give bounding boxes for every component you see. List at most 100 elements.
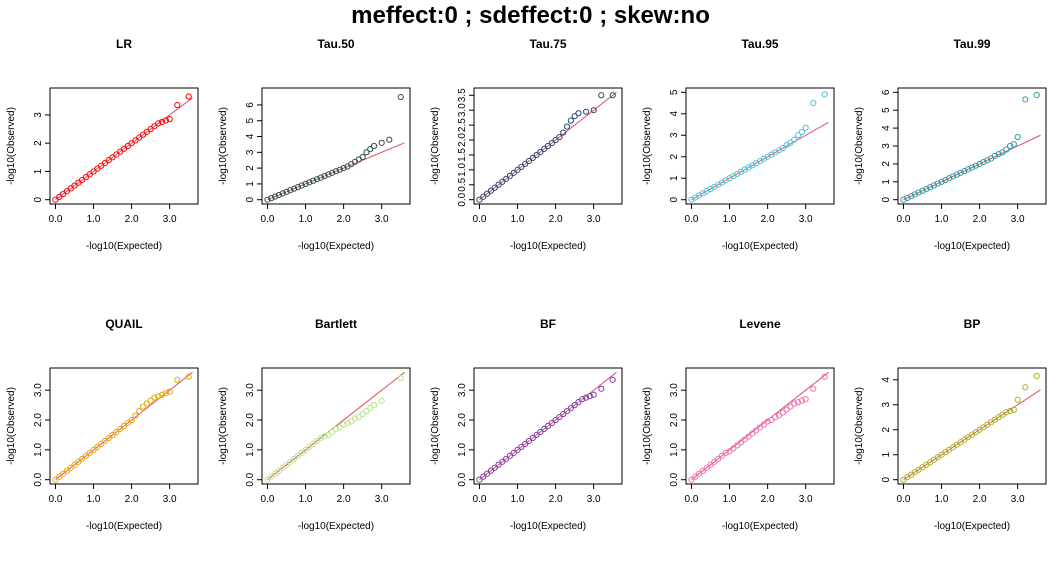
data-point xyxy=(155,393,162,400)
data-point xyxy=(753,427,760,434)
y-tick-label: 3.0 xyxy=(457,103,468,117)
data-point xyxy=(325,431,332,439)
data-point xyxy=(984,157,991,164)
data-point xyxy=(162,117,169,124)
data-point xyxy=(275,191,283,199)
data-point xyxy=(787,403,794,410)
plot-frame xyxy=(261,87,411,205)
data-point xyxy=(695,470,703,477)
plot-frame xyxy=(261,367,411,485)
data-point xyxy=(367,404,374,412)
qq-panel-9: Levene 0.0 1.0 2.0 3.0 0.0 1.0 2.0 3.0 -log10(Exp… xyxy=(642,317,835,532)
data-point xyxy=(86,449,93,456)
y-tick-label: 1.5 xyxy=(457,148,468,162)
panel-title: Levene xyxy=(739,317,781,331)
y-tick-label: 5 xyxy=(245,118,256,124)
x-axis-label: -log10(Expected) xyxy=(934,521,1010,532)
data-point xyxy=(1022,384,1029,391)
data-point xyxy=(734,442,741,449)
y-tick-label: 2 xyxy=(33,140,44,146)
data-point xyxy=(575,399,582,406)
data-point xyxy=(772,413,779,421)
y-tick-label: 5 xyxy=(669,89,680,95)
data-point xyxy=(541,425,548,433)
data-point xyxy=(915,189,922,196)
data-point xyxy=(510,449,517,456)
y-tick-label: 3.0 xyxy=(33,383,44,397)
y-tick-label: 0.0 xyxy=(33,472,44,486)
x-tick-label: 3.0 xyxy=(587,214,601,225)
data-point xyxy=(722,449,729,456)
x-tick-label: 2.0 xyxy=(973,494,987,505)
data-point xyxy=(147,397,154,404)
data-point xyxy=(711,458,718,465)
data-point xyxy=(166,116,173,123)
data-point xyxy=(726,448,733,455)
data-point xyxy=(298,182,305,189)
data-point xyxy=(143,400,150,407)
x-tick-label: 2.0 xyxy=(761,494,775,505)
data-point xyxy=(737,439,745,446)
data-point xyxy=(590,391,597,398)
data-point xyxy=(567,404,574,412)
data-point xyxy=(185,373,192,380)
data-point xyxy=(552,416,559,424)
data-point xyxy=(548,139,555,147)
data-point xyxy=(791,400,798,407)
data-point xyxy=(480,473,487,480)
data-point xyxy=(491,464,498,471)
data-point xyxy=(79,455,86,462)
data-point xyxy=(359,153,366,161)
y-tick-label: 3 xyxy=(33,112,44,118)
x-tick-label: 3.0 xyxy=(1011,214,1025,225)
data-point xyxy=(1003,409,1010,416)
qq-panel-7: Bartlett 0.0 1.0 2.0 3.0 0.0 1.0 2.0 3.0 -log10(E… xyxy=(218,317,411,532)
y-axis-label: -log10(Observed) xyxy=(6,107,17,185)
y-tick-label: 0 xyxy=(669,196,680,202)
data-point xyxy=(802,396,809,403)
data-point xyxy=(113,428,120,436)
data-point xyxy=(544,142,552,150)
data-point xyxy=(791,136,798,143)
x-tick-label: 1.0 xyxy=(723,214,737,225)
data-point xyxy=(503,455,510,462)
x-tick-label: 0.0 xyxy=(261,494,275,505)
y-tick-label: 3.0 xyxy=(245,383,256,397)
data-point xyxy=(965,166,972,173)
qq-panel-6: QUAIL 0.0 1.0 2.0 3.0 0.0 1.0 2.0 3.0 -log10(Expe… xyxy=(6,317,199,532)
data-point xyxy=(359,410,366,418)
x-tick-label: 1.0 xyxy=(511,494,525,505)
data-point xyxy=(598,385,605,392)
data-point xyxy=(586,393,593,400)
reference-line xyxy=(903,134,1041,201)
plot-frame xyxy=(49,87,199,205)
data-point xyxy=(363,407,370,415)
y-tick-label: 1.0 xyxy=(457,162,468,176)
data-point xyxy=(503,175,510,182)
data-point xyxy=(810,99,817,107)
x-axis-label: -log10(Expected) xyxy=(298,241,374,252)
data-point xyxy=(537,428,544,436)
panel-title: BF xyxy=(540,317,556,331)
data-point xyxy=(794,132,802,139)
data-point xyxy=(779,145,786,152)
y-tick-label: 0 xyxy=(33,196,44,202)
data-point xyxy=(768,416,775,424)
x-tick-label: 1.0 xyxy=(511,214,525,225)
plot-frame xyxy=(473,367,623,485)
x-tick-label: 1.0 xyxy=(935,214,949,225)
data-point xyxy=(529,434,536,442)
y-tick-label: 0 xyxy=(245,196,256,202)
data-point xyxy=(71,461,78,468)
data-point xyxy=(598,92,605,99)
data-point xyxy=(59,470,67,477)
data-point xyxy=(480,193,487,200)
y-axis-label: -log10(Observed) xyxy=(642,387,653,465)
y-tick-label: 1 xyxy=(881,179,892,185)
data-point xyxy=(522,160,529,168)
data-point xyxy=(571,402,578,409)
panel-title: LR xyxy=(116,37,132,51)
data-point xyxy=(525,157,533,165)
y-axis-label: -log10(Observed) xyxy=(430,107,441,185)
data-point xyxy=(802,124,809,131)
